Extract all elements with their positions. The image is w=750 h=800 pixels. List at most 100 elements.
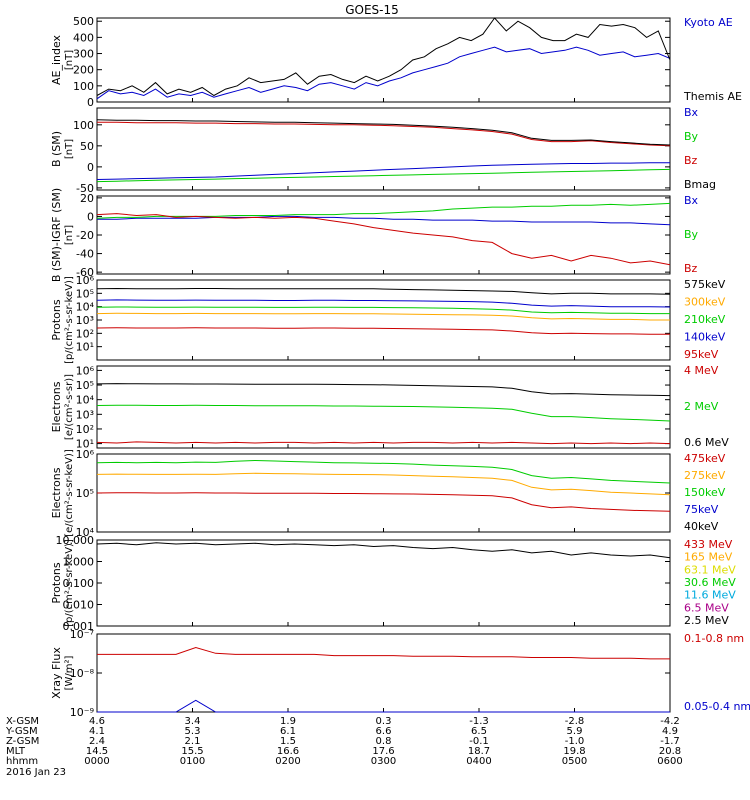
y-tick-label: 10³ <box>76 314 94 327</box>
x-row-label: Y-GSM <box>5 726 38 737</box>
series-line-kyoto-ae <box>96 46 671 100</box>
series-line-0-1-0-8-nm <box>97 646 670 660</box>
x-cell: -1.3 <box>469 716 489 727</box>
legend-entry: 11.6 MeV <box>684 589 736 602</box>
panel-frame <box>96 195 671 275</box>
y-tick-label: 10⁶ <box>76 364 95 377</box>
y-tick-label: 100 <box>73 119 94 132</box>
series-line-bz <box>97 121 671 147</box>
x-cell: 0300 <box>371 756 396 767</box>
y-tick-label: 10² <box>76 423 94 436</box>
y-tick-label: 0.100 <box>63 577 95 590</box>
panel-7: 10⁻⁹ 10⁻⁸ 10⁻⁷ Xray Flux [W/m²] 0.1-0.8 nm 0.0… <box>50 628 750 719</box>
legend-entry: Bmag <box>684 178 716 191</box>
series-line-4-mev <box>96 441 671 445</box>
legend-entry: Themis AE <box>683 90 742 103</box>
y-axis-label: Xray Flux <box>50 647 63 699</box>
series-line-0-6-mev <box>96 383 671 397</box>
x-cell: 2.4 <box>89 736 105 747</box>
y-axis-label: B (SM)-IGRF (SM) <box>50 188 63 282</box>
series-line-themis-ae <box>96 17 671 97</box>
x-cell: 4.6 <box>89 716 105 727</box>
legend-entry: 150keV <box>684 486 726 499</box>
y-axis-unit: [nT] <box>64 225 75 245</box>
x-cell: 6.6 <box>376 726 392 737</box>
y-tick-label: 1.000 <box>63 556 95 569</box>
x-cell: 14.5 <box>86 746 108 757</box>
y-axis-label: Electrons <box>50 381 63 432</box>
y-axis-label: Protons <box>50 562 63 603</box>
x-cell: 0500 <box>562 756 587 767</box>
x-cell: 0100 <box>180 756 205 767</box>
y-tick-label: 10⁻⁹ <box>70 706 94 719</box>
x-cell: 0.3 <box>376 716 392 727</box>
y-tick-label: 10⁶ <box>76 274 95 287</box>
panel-frame <box>96 279 671 361</box>
x-cell: 5.3 <box>185 726 201 737</box>
x-cell: 1.5 <box>280 736 296 747</box>
legend-entry: 275keV <box>684 469 726 482</box>
y-tick-label: 200 <box>73 64 94 77</box>
legend-entry: 0.1-0.8 nm <box>684 632 744 645</box>
x-cell: 0.8 <box>376 736 392 747</box>
y-tick-label: 0 <box>87 210 94 223</box>
y-axis-unit: [W/m²] <box>64 655 75 690</box>
y-axis-unit: [e/(cm²-s-sr)] <box>64 374 75 440</box>
y-tick-label: 10⁴ <box>76 394 95 407</box>
legend-entry: Bx <box>684 106 699 119</box>
y-tick-label: 10² <box>76 327 94 340</box>
legend-entry: Kyoto AE <box>684 16 733 29</box>
x-cell: -1.0 <box>565 736 585 747</box>
y-tick-label: 10¹ <box>76 438 94 451</box>
x-cell: 6.1 <box>280 726 296 737</box>
series-line-bmag <box>96 119 671 146</box>
legend-entry: Bz <box>684 262 698 275</box>
date-label: 2016 Jan 23 <box>6 767 66 778</box>
legend-entry: 575keV <box>684 278 726 291</box>
legend-entry: 6.5 MeV <box>684 601 729 614</box>
y-axis-unit: [p/(cm²-s-sr-keV)] <box>64 276 75 364</box>
panel-frame <box>96 633 671 713</box>
panel-1: -50 0 50 100 B (SM) [nT] Bx By Bz Bmag <box>50 106 716 195</box>
y-tick-label: 100 <box>73 80 94 93</box>
y-tick-label: 10³ <box>76 408 94 421</box>
y-axis-unit: [nT] <box>64 139 75 159</box>
legend-entry: 165 MeV <box>684 551 733 564</box>
legend-entry: By <box>684 130 699 143</box>
y-tick-label: 10¹ <box>76 341 94 354</box>
legend-entry: 475keV <box>684 452 726 465</box>
series-line-150kev <box>96 459 671 484</box>
x-cell: 6.5 <box>471 726 487 737</box>
y-axis-unit: [e/(cm²-s-sr-keV)] <box>64 449 75 537</box>
y-tick-label: 10⁵ <box>76 287 94 300</box>
panel-frame <box>96 539 671 627</box>
legend-entry: Bz <box>684 154 698 167</box>
y-axis-label: B (SM) <box>50 131 63 167</box>
y-axis-label: Electrons <box>50 467 63 518</box>
legend-entry: 63.1 MeV <box>684 563 736 576</box>
x-cell: -0.1 <box>469 736 489 747</box>
x-cell: 0400 <box>466 756 491 767</box>
series-line-by <box>96 168 671 183</box>
legend-entry: 95keV <box>684 348 719 361</box>
panel-0: 0 100 200 300 400 500 AE_index [nT] Kyoto AE Them… <box>50 15 742 109</box>
series-line-300kev <box>96 312 670 321</box>
legend-entry: 40keV <box>684 520 719 533</box>
y-tick-label: 10⁻⁷ <box>70 628 94 641</box>
y-tick-label: 50 <box>80 140 94 153</box>
x-row-label: hhmm <box>6 756 38 767</box>
y-tick-label: -40 <box>76 248 94 261</box>
x-cell: 3.4 <box>185 716 201 727</box>
y-tick-label: 10.000 <box>56 534 95 547</box>
series-line-bz <box>96 213 671 266</box>
legend-entry: 4 MeV <box>684 364 719 377</box>
x-row-label: Z-GSM <box>6 736 39 747</box>
x-cell: 20.8 <box>659 746 681 757</box>
series-line-95kev <box>96 327 670 335</box>
y-tick-label: 10⁶ <box>76 448 95 461</box>
y-tick-label: 300 <box>73 48 94 61</box>
x-cell: 5.9 <box>567 726 583 737</box>
x-cell: 1.9 <box>280 716 296 727</box>
